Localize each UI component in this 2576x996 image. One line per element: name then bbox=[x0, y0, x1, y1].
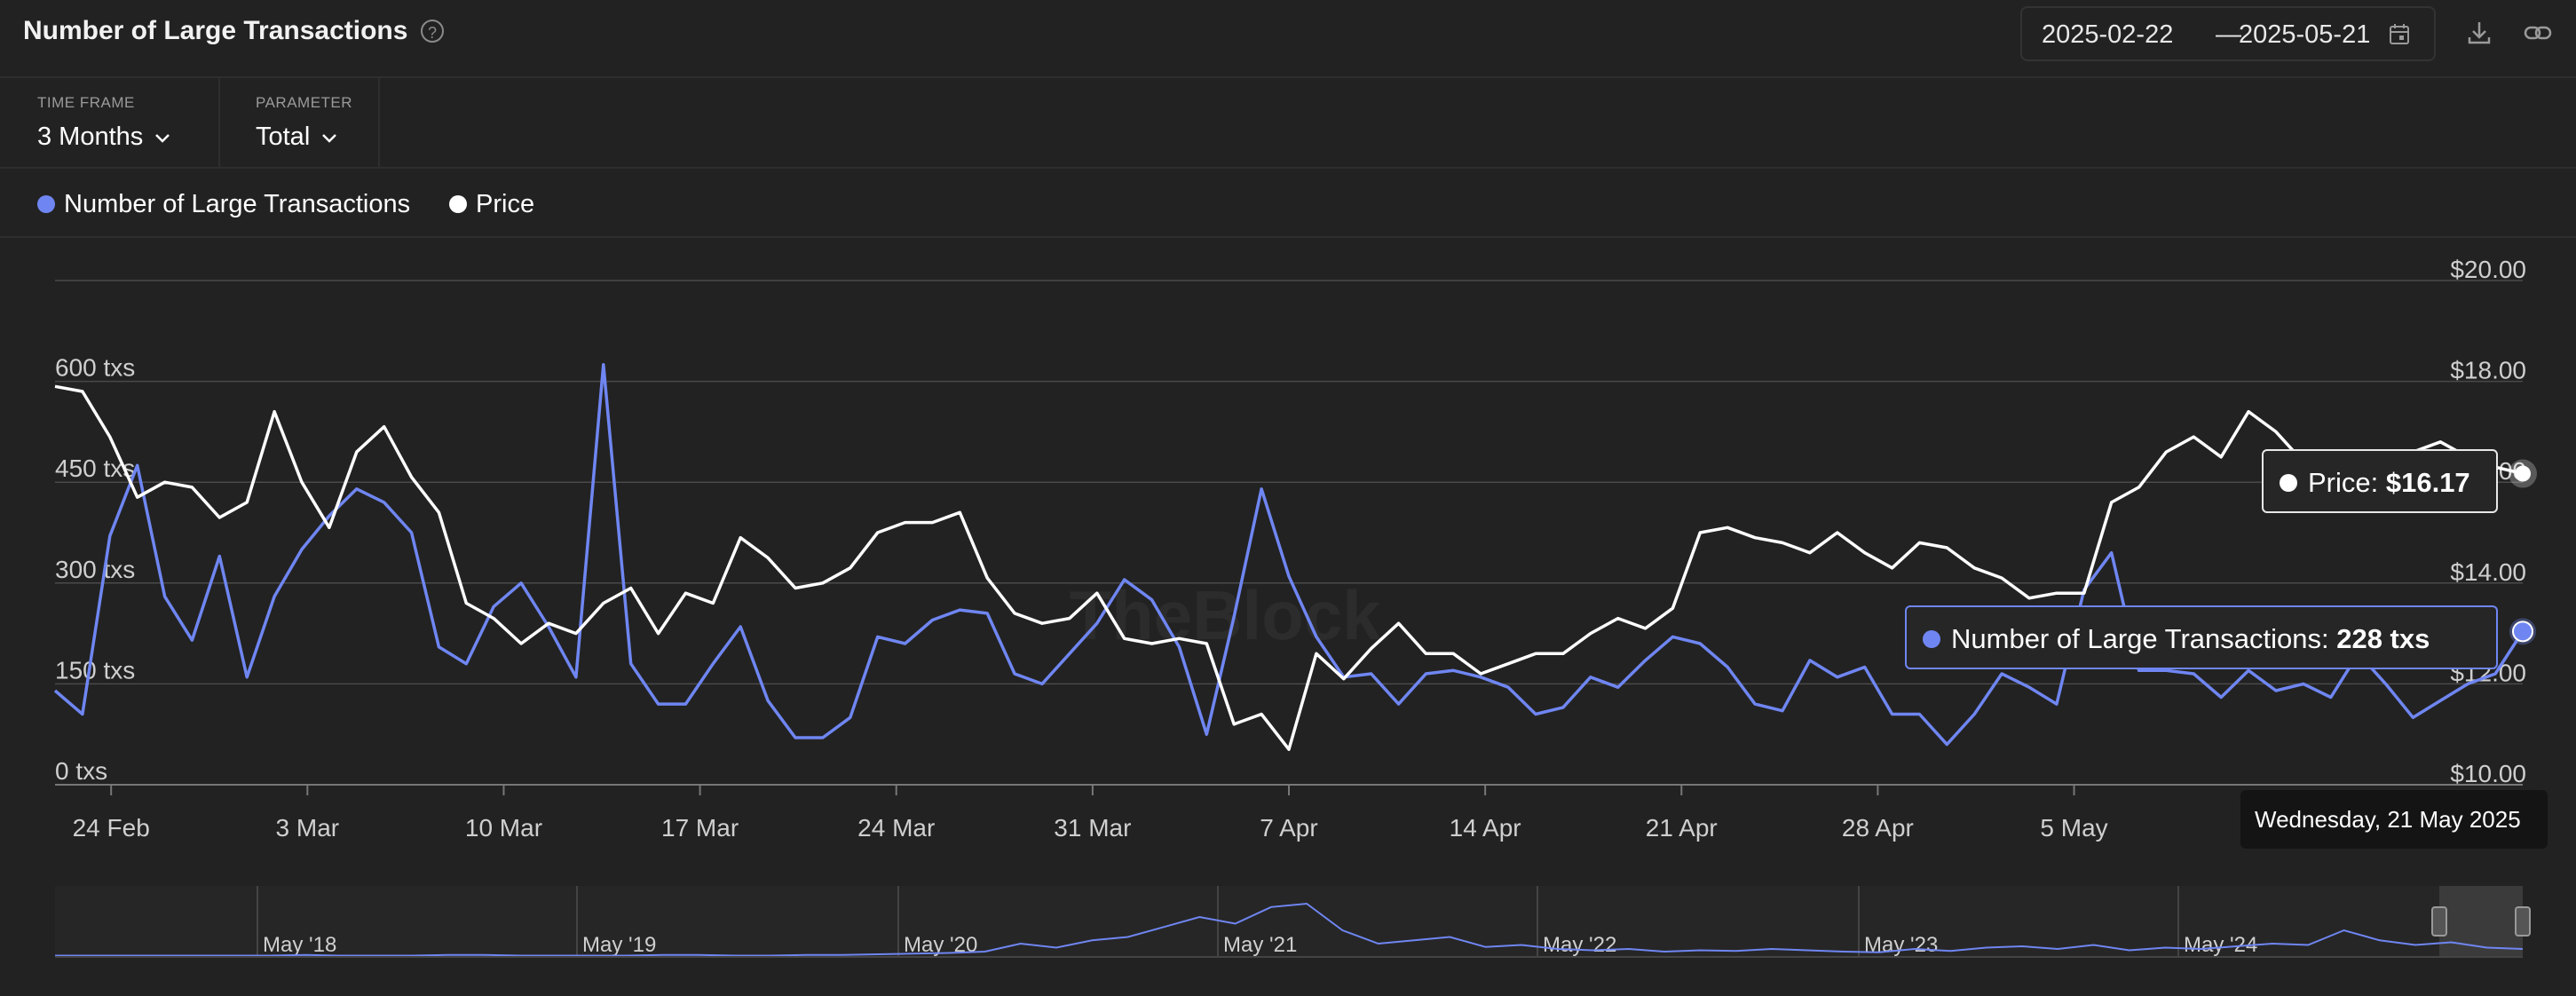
navigator-line bbox=[55, 902, 2524, 957]
tooltip-dot-icon bbox=[1923, 630, 1940, 648]
transactions-marker bbox=[2512, 621, 2533, 643]
navigator-selection bbox=[2439, 886, 2523, 957]
grid-lines bbox=[55, 280, 2523, 786]
price-marker bbox=[2515, 465, 2531, 482]
date-separator: — bbox=[2216, 20, 2241, 49]
y-left-tick-label: 450 txs bbox=[55, 455, 135, 482]
parameter-label: PARAMETER bbox=[256, 94, 353, 111]
y-right-tick-label: $10.00 bbox=[2450, 760, 2526, 787]
series-line-price bbox=[54, 384, 2524, 751]
price-tooltip: Price: $16.17 bbox=[2262, 449, 2498, 513]
tooltip-date: Wednesday, 21 May 2025 bbox=[2255, 806, 2521, 833]
chevron-down-icon bbox=[322, 134, 337, 143]
legend-dot-icon bbox=[449, 195, 467, 213]
date-tooltip: Wednesday, 21 May 2025 bbox=[2240, 790, 2548, 849]
x-tick-label: 5 May bbox=[2040, 814, 2107, 842]
y-axis-right: $10.00$12.00$14.00$16.00$18.00$20.00 bbox=[2450, 256, 2526, 787]
link-icon[interactable] bbox=[2523, 18, 2553, 48]
x-tick-label: 3 Mar bbox=[276, 814, 340, 842]
navigator-label: May '22 bbox=[1543, 933, 1616, 957]
navigator-label: May '23 bbox=[1864, 933, 1938, 957]
transactions-tooltip: Number of Large Transactions: 228 txs bbox=[1905, 605, 2498, 669]
parameter-value: Total bbox=[256, 123, 311, 151]
watermark-text: TheBlock bbox=[1069, 576, 1381, 654]
x-tick-label: 24 Mar bbox=[857, 814, 935, 842]
x-tick-label: 31 Mar bbox=[1054, 814, 1131, 842]
y-right-tick-label: $18.00 bbox=[2450, 357, 2526, 384]
calendar-icon bbox=[2390, 24, 2409, 44]
tooltip-txs-label: Number of Large Transactions: bbox=[1951, 623, 2337, 654]
x-tick-label: 17 Mar bbox=[661, 814, 739, 842]
time-frame-label: TIME FRAME bbox=[37, 94, 135, 111]
y-left-tick-label: 600 txs bbox=[55, 354, 135, 382]
chart-series bbox=[53, 362, 2525, 751]
x-tick-label: 10 Mar bbox=[465, 814, 542, 842]
chart-legend: Number of Large Transactions Price bbox=[0, 169, 2576, 238]
time-frame-select[interactable]: TIME FRAME 3 Months bbox=[0, 78, 220, 167]
x-axis: 24 Feb 3 Mar 10 Mar 17 Mar 24 Mar 31 Mar 7 Apr… bbox=[73, 785, 2108, 842]
legend-label: Number of Large Transactions bbox=[64, 190, 411, 218]
date-range-picker[interactable]: 2025-02-22 — 2025-05-21 bbox=[2020, 6, 2436, 61]
navigator[interactable]: May '18 May '19 May '20 May '21 May '22 May '… bbox=[55, 886, 2531, 958]
chevron-down-icon bbox=[155, 134, 170, 143]
y-left-tick-label: 150 txs bbox=[55, 656, 135, 684]
download-icon[interactable] bbox=[2464, 18, 2494, 48]
tooltip-price-value: $16.17 bbox=[2385, 467, 2470, 498]
y-right-tick-label: $20.00 bbox=[2450, 256, 2526, 283]
parameter-select[interactable]: PARAMETER Total bbox=[218, 78, 380, 167]
legend-label: Price bbox=[476, 190, 535, 218]
tooltip-txs-value: 228 txs bbox=[2336, 623, 2430, 654]
hover-markers bbox=[2509, 459, 2537, 645]
legend-dot-icon bbox=[37, 195, 55, 213]
tooltip-price-label: Price: bbox=[2308, 467, 2386, 498]
x-tick-label: 24 Feb bbox=[73, 814, 150, 842]
y-right-tick-label: $14.00 bbox=[2450, 558, 2526, 586]
navigator-background bbox=[55, 886, 2523, 957]
y-axis-left: 0 txs 150 txs 300 txs 450 txs 600 txs bbox=[55, 354, 135, 785]
legend-item-price[interactable]: Price bbox=[449, 190, 534, 219]
date-to: 2025-05-21 bbox=[2239, 20, 2371, 49]
y-left-tick-label: 300 txs bbox=[55, 556, 135, 583]
chart-title: Number of Large Transactions bbox=[23, 16, 408, 45]
date-from: 2025-02-22 bbox=[2042, 20, 2174, 49]
legend-item-large-transactions[interactable]: Number of Large Transactions bbox=[37, 190, 410, 219]
x-tick-label: 7 Apr bbox=[1260, 814, 1317, 842]
chart-controls: TIME FRAME 3 Months PARAMETER Total bbox=[0, 78, 2576, 169]
x-tick-label: 14 Apr bbox=[1450, 814, 1521, 842]
tooltip-dot-icon bbox=[2280, 474, 2297, 492]
navigator-label: May '18 bbox=[263, 933, 336, 957]
x-tick-label: 28 Apr bbox=[1842, 814, 1914, 842]
y-left-tick-label: 0 txs bbox=[55, 757, 107, 785]
series-line-large-transactions bbox=[53, 362, 2525, 747]
x-tick-label: 21 Apr bbox=[1646, 814, 1718, 842]
navigator-handle bbox=[2431, 906, 2447, 937]
navigator-label: May '19 bbox=[582, 933, 656, 957]
help-icon[interactable]: ? bbox=[421, 20, 444, 43]
chart-header: Number of Large Transactions ? 2025-02-2… bbox=[0, 0, 2576, 78]
navigator-handle bbox=[2515, 906, 2531, 937]
time-frame-value: 3 Months bbox=[37, 123, 144, 151]
navigator-label: May '21 bbox=[1223, 933, 1297, 957]
